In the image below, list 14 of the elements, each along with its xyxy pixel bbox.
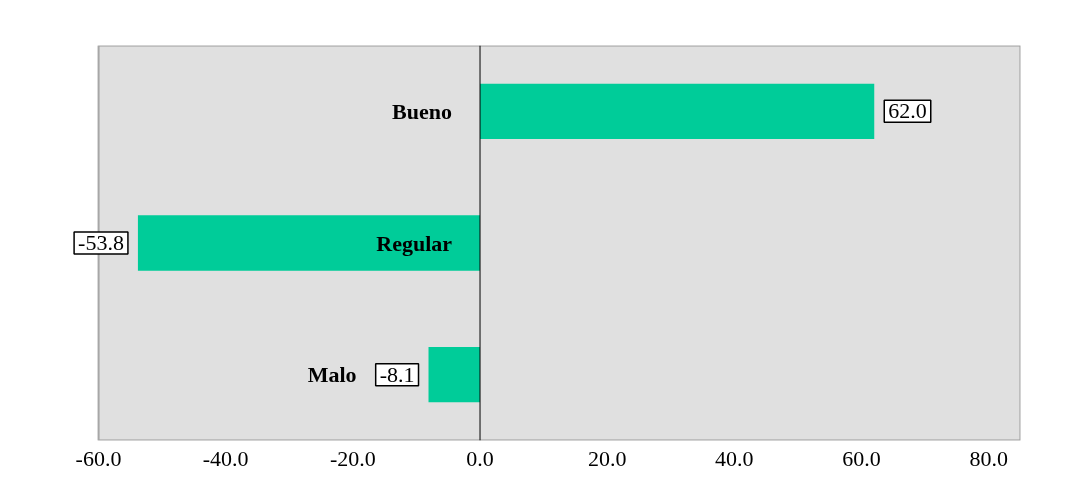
- x-tick-label: 60.0: [842, 445, 881, 471]
- y-tick-label: Malo: [307, 362, 357, 388]
- x-tick-label: 40.0: [715, 445, 754, 471]
- x-tick-label: 0.0: [466, 445, 494, 471]
- y-tick-label: Bueno: [392, 98, 453, 124]
- x-tick-label: -20.0: [329, 445, 376, 471]
- x-tick-label: -60.0: [75, 445, 122, 471]
- x-tick-label: -40.0: [202, 445, 249, 471]
- data-label: -8.1: [379, 361, 415, 387]
- data-label: 62.0: [888, 98, 927, 124]
- data-label: -53.8: [78, 230, 124, 255]
- x-tick-label: 80.0: [969, 445, 1008, 471]
- x-tick-label: 20.0: [587, 445, 627, 471]
- y-tick-label: Regular: [376, 230, 453, 256]
